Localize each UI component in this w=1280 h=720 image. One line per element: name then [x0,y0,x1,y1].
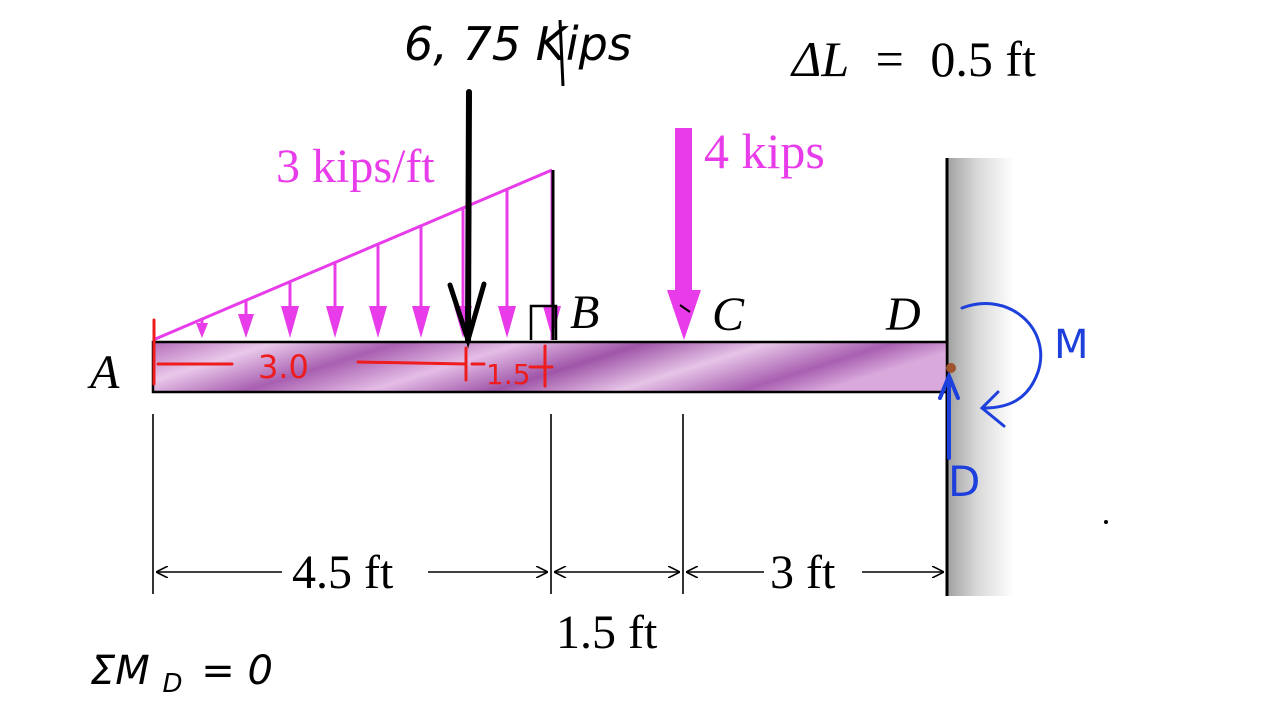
resultant-force-arrow [447,89,487,349]
point-a-label: A [87,346,120,399]
dimension-cd-label: 3 ft [770,546,836,599]
delta-equals: = [876,31,904,87]
svg-text:ΣM D = 0: ΣM D = 0 [90,648,273,702]
point-c-label: C [712,288,745,341]
distributed-load-label: 3 kips/ft [276,140,435,193]
reaction-force-arrow [938,370,960,460]
red-dimension-lines [152,318,554,388]
distributed-load [152,168,561,342]
point-b-label: B [570,286,599,339]
delta-l-equation: ΔL = 0.5 ft [790,31,1036,87]
dimension-lines [152,414,943,594]
moment-equation: ΣM D = 0 [90,648,273,702]
delta-symbol: ΔL [790,31,849,87]
point-load-c-label: 4 kips [704,123,825,179]
stray-dot [1104,520,1108,524]
reaction-moment-arrow [960,302,1043,428]
resultant-force-label: 6, 75 Kips [404,17,632,71]
svg-text:ΔL = 0.5 ft: ΔL = 0.5 ft [790,31,1036,87]
fixed-wall [946,158,1014,596]
point-load-c [667,128,701,340]
dimension-bc-label: 1.5 ft [556,606,658,659]
handwritten-stroke [558,19,565,87]
point-d-label: D [885,288,921,341]
delta-value: 0.5 ft [930,31,1036,87]
beam [151,340,949,394]
reaction-label: D [948,457,980,506]
right-angle-mark [529,304,558,340]
equation-subscript: D [163,669,183,699]
moment-label: M [1054,322,1089,368]
reaction-point [946,363,956,373]
distance-30-label: 3.0 [258,348,309,386]
c-tick [679,304,691,313]
equation-sum: ΣM [90,648,150,694]
distance-15-label: 1.5 [486,358,531,391]
load-envelope [152,168,553,342]
dimension-ab-label: 4.5 ft [292,546,394,599]
load-arrows [196,189,561,338]
equation-rest: = 0 [201,648,273,694]
